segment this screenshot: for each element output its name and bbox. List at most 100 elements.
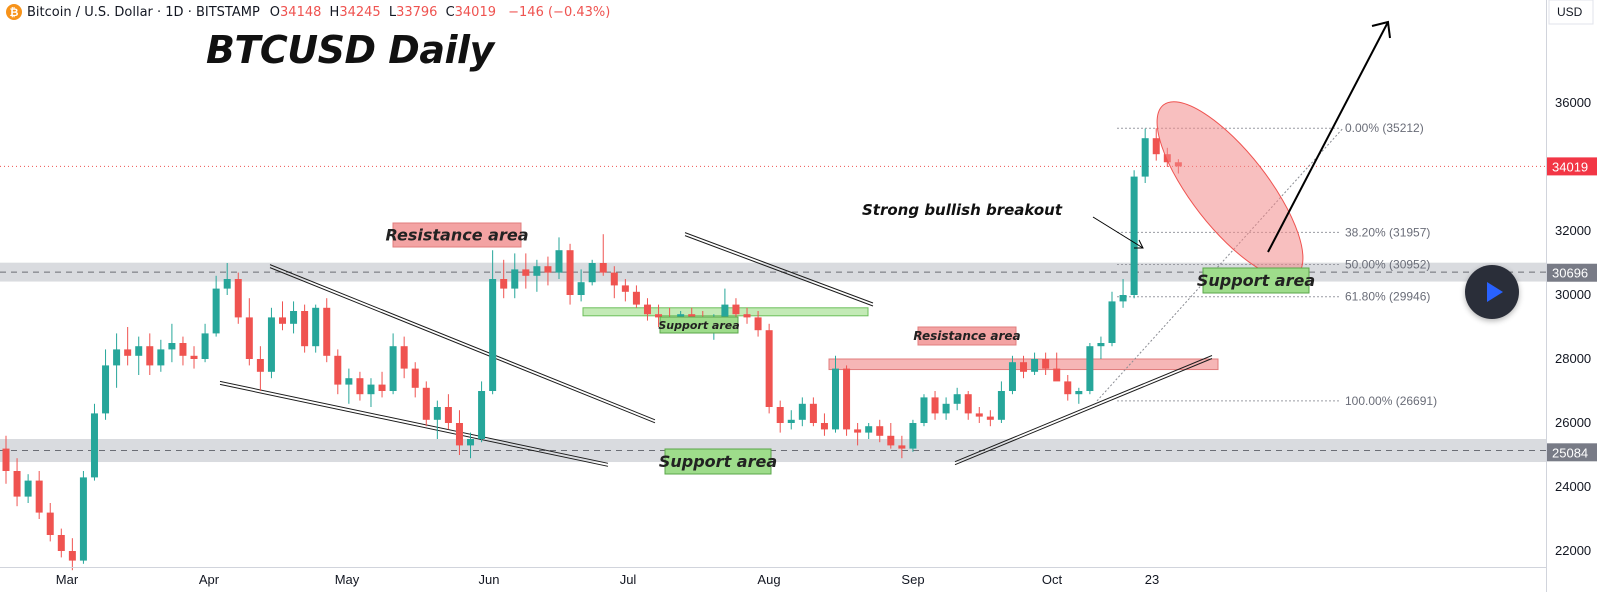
candle-body xyxy=(743,314,751,318)
candle xyxy=(854,423,862,446)
candle-body xyxy=(1075,391,1083,395)
candle xyxy=(876,419,884,443)
candle-body xyxy=(986,416,994,420)
candle xyxy=(1008,355,1016,395)
candle xyxy=(356,371,364,401)
trendline-0[interactable] xyxy=(269,264,656,421)
candle xyxy=(898,435,906,459)
candle-body xyxy=(124,349,132,356)
candle-body xyxy=(588,263,596,283)
candle-body xyxy=(146,346,154,366)
candle-body xyxy=(312,307,320,347)
candle xyxy=(1141,128,1149,183)
candle xyxy=(389,333,397,395)
candle-body xyxy=(544,266,552,273)
candle-body xyxy=(79,477,87,561)
candle xyxy=(223,263,231,295)
candle xyxy=(312,304,320,353)
candle-body xyxy=(367,384,375,395)
high-value: 34245 xyxy=(339,4,381,20)
play-icon xyxy=(1486,282,1503,302)
candle-body xyxy=(168,343,176,350)
candle xyxy=(809,397,817,427)
candle xyxy=(411,362,419,398)
candle xyxy=(57,528,65,558)
candle xyxy=(157,339,165,372)
candle xyxy=(953,387,961,411)
resistance-label-0[interactable]: Resistance area xyxy=(386,222,529,248)
candle-body xyxy=(190,355,198,359)
candle-body xyxy=(444,407,452,423)
label-text: Support area xyxy=(659,452,777,471)
candle xyxy=(400,336,408,379)
candle xyxy=(467,432,475,459)
candle-body xyxy=(610,272,618,286)
candle xyxy=(35,471,43,519)
trendline-2[interactable] xyxy=(684,232,874,304)
candle xyxy=(135,336,143,375)
resistance-label-3[interactable]: Resistance area xyxy=(913,326,1021,346)
candle xyxy=(267,307,275,379)
candle-body xyxy=(102,365,110,414)
trendline-1[interactable] xyxy=(219,380,609,464)
candle xyxy=(820,413,828,436)
support-label-1[interactable]: Support area xyxy=(659,448,777,475)
candle-body xyxy=(24,480,32,497)
candles xyxy=(2,128,1182,571)
candle-body xyxy=(467,439,475,446)
candle xyxy=(754,311,762,337)
candle xyxy=(500,259,508,299)
currency-label: USD xyxy=(1557,5,1583,19)
candle xyxy=(24,474,32,503)
trendline-3[interactable] xyxy=(954,355,1213,463)
trendline-shadow-1 xyxy=(219,383,609,467)
candle xyxy=(168,323,176,363)
candle xyxy=(920,394,928,427)
breakout-arrow[interactable] xyxy=(1092,216,1144,249)
candle xyxy=(887,423,895,449)
candle xyxy=(1086,343,1094,395)
symbol-label[interactable]: Bitcoin / U.S. Dollar · 1D · BITSTAMP xyxy=(27,4,260,20)
y-tick-label: 24000 xyxy=(1555,479,1591,494)
candle-body xyxy=(90,413,98,478)
candle-body xyxy=(655,314,663,318)
label-box xyxy=(1202,267,1310,294)
candle xyxy=(444,394,452,430)
candle-body xyxy=(57,535,65,551)
candle xyxy=(843,365,851,436)
candle xyxy=(489,250,497,395)
currency-box xyxy=(1548,0,1594,25)
candle xyxy=(942,397,950,420)
candle xyxy=(68,538,76,571)
candle-body xyxy=(455,423,463,446)
candle-body xyxy=(898,445,906,449)
candle-body xyxy=(13,471,21,497)
candle-body xyxy=(787,419,795,423)
candle xyxy=(1020,355,1028,379)
candle-body xyxy=(35,480,43,513)
candle-body xyxy=(1053,368,1061,382)
candle-body xyxy=(1031,359,1039,372)
play-button[interactable] xyxy=(1465,265,1519,319)
candle-body xyxy=(411,368,419,388)
candle xyxy=(1097,336,1105,359)
candle-body xyxy=(46,512,54,535)
candle xyxy=(1108,291,1116,347)
projection-arrow[interactable] xyxy=(1267,21,1389,253)
candle xyxy=(1042,352,1050,375)
support-label-2[interactable]: Support area xyxy=(658,316,740,334)
candle-body xyxy=(201,333,209,359)
change-value: −146 (−0.43%) xyxy=(508,4,611,20)
label-box xyxy=(917,326,1017,346)
candle-body xyxy=(223,279,231,289)
chart-title: BTCUSD Daily xyxy=(206,28,494,72)
candle xyxy=(90,403,98,481)
candle-body xyxy=(323,307,331,356)
candle xyxy=(212,275,220,337)
candle-body xyxy=(909,423,917,449)
candle-body xyxy=(234,279,242,318)
currency-selector[interactable]: USD xyxy=(1548,0,1594,25)
support-label-4[interactable]: Support area xyxy=(1197,267,1315,294)
